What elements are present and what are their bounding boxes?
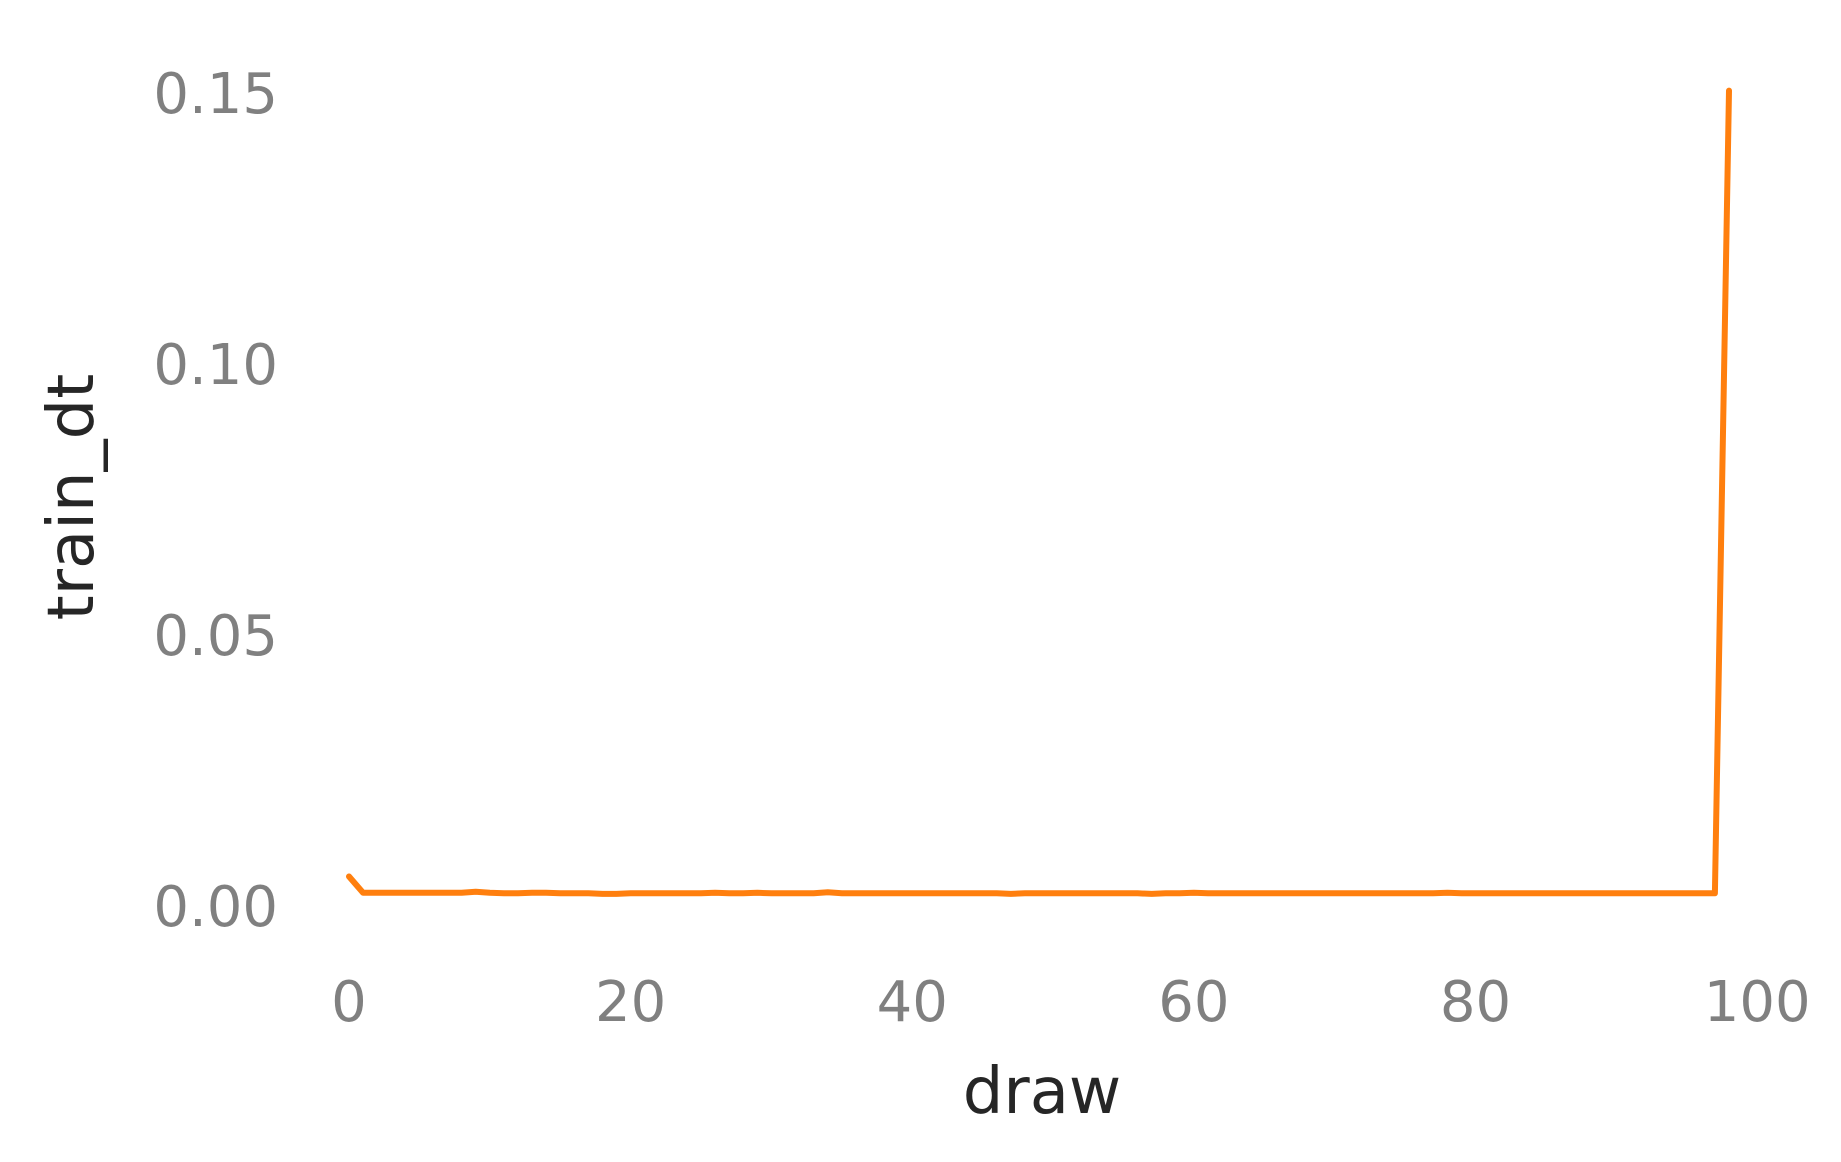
x-axis-label: draw [963, 1055, 1122, 1129]
y-axis-ticks: 0.00 0.05 0.10 0.15 [153, 62, 278, 940]
x-tick-label: 80 [1440, 970, 1511, 1035]
series-layer [346, 87, 1732, 897]
x-tick-label: 100 [1704, 970, 1811, 1035]
x-axis-ticks: 0 20 40 60 80 100 [331, 970, 1810, 1035]
x-tick-label: 40 [877, 970, 948, 1035]
x-tick-label: 60 [1158, 970, 1229, 1035]
y-tick-label: 0.10 [153, 333, 278, 398]
y-tick-label: 0.05 [153, 604, 278, 669]
y-tick-label: 0.00 [153, 875, 278, 940]
x-tick-label: 0 [331, 970, 367, 1035]
series-line [346, 87, 1732, 897]
x-tick-label: 20 [595, 970, 666, 1035]
y-axis-label: train_dt [35, 374, 109, 621]
y-tick-label: 0.15 [153, 62, 278, 127]
